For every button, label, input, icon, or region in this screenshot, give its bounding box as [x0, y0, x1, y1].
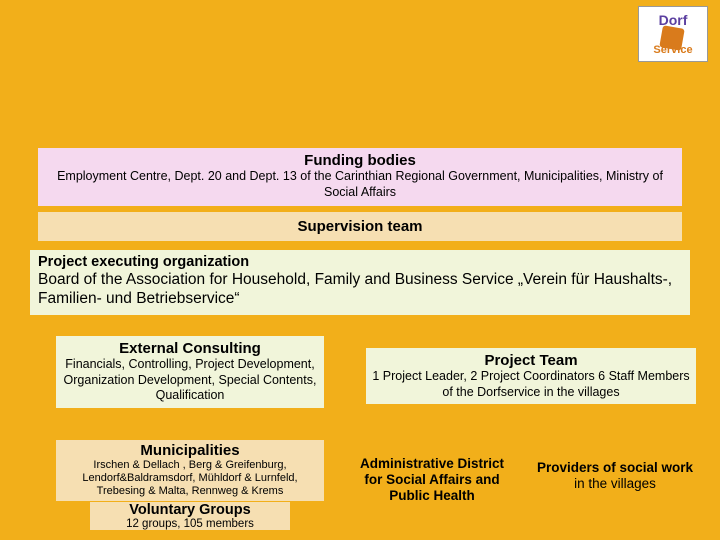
dorf-service-logo: Dorf Service — [638, 6, 708, 62]
logo-mark — [659, 25, 684, 50]
supervision-team-box: Supervision team — [38, 212, 682, 241]
projteam-heading: Project Team — [372, 352, 690, 369]
external-consulting-box: External Consulting Financials, Controll… — [56, 336, 324, 408]
external-heading: External Consulting — [62, 340, 318, 357]
volgroups-body: 12 groups, 105 members — [90, 518, 290, 530]
project-team-box: Project Team 1 Project Leader, 2 Project… — [366, 348, 696, 404]
funding-bodies-box: Funding bodies Employment Centre, Dept. … — [38, 148, 682, 206]
external-body: Financials, Controlling, Project Develop… — [62, 357, 318, 404]
executing-heading: Project executing organization — [38, 254, 682, 270]
muni-body: Irschen & Dellach , Berg & Greifenburg, … — [62, 459, 318, 499]
providers-box: Providers of social work in the villages — [515, 460, 715, 492]
providers-heading: Providers of social work — [515, 460, 715, 476]
executing-org-box: Project executing organization Board of … — [30, 250, 690, 315]
voluntary-groups-box: Voluntary Groups 12 groups, 105 members — [90, 502, 290, 530]
volgroups-heading: Voluntary Groups — [90, 502, 290, 518]
muni-heading: Municipalities — [62, 442, 318, 459]
providers-body: in the villages — [515, 476, 715, 492]
funding-heading: Funding bodies — [46, 152, 674, 169]
logo-line1: Dorf — [659, 13, 688, 27]
municipalities-box: Municipalities Irschen & Dellach , Berg … — [56, 440, 324, 501]
admin-district-box: Administrative District for Social Affai… — [352, 456, 512, 505]
projteam-body: 1 Project Leader, 2 Project Coordinators… — [372, 369, 690, 400]
executing-body: Board of the Association for Household, … — [38, 270, 682, 309]
funding-body: Employment Centre, Dept. 20 and Dept. 13… — [46, 169, 674, 200]
